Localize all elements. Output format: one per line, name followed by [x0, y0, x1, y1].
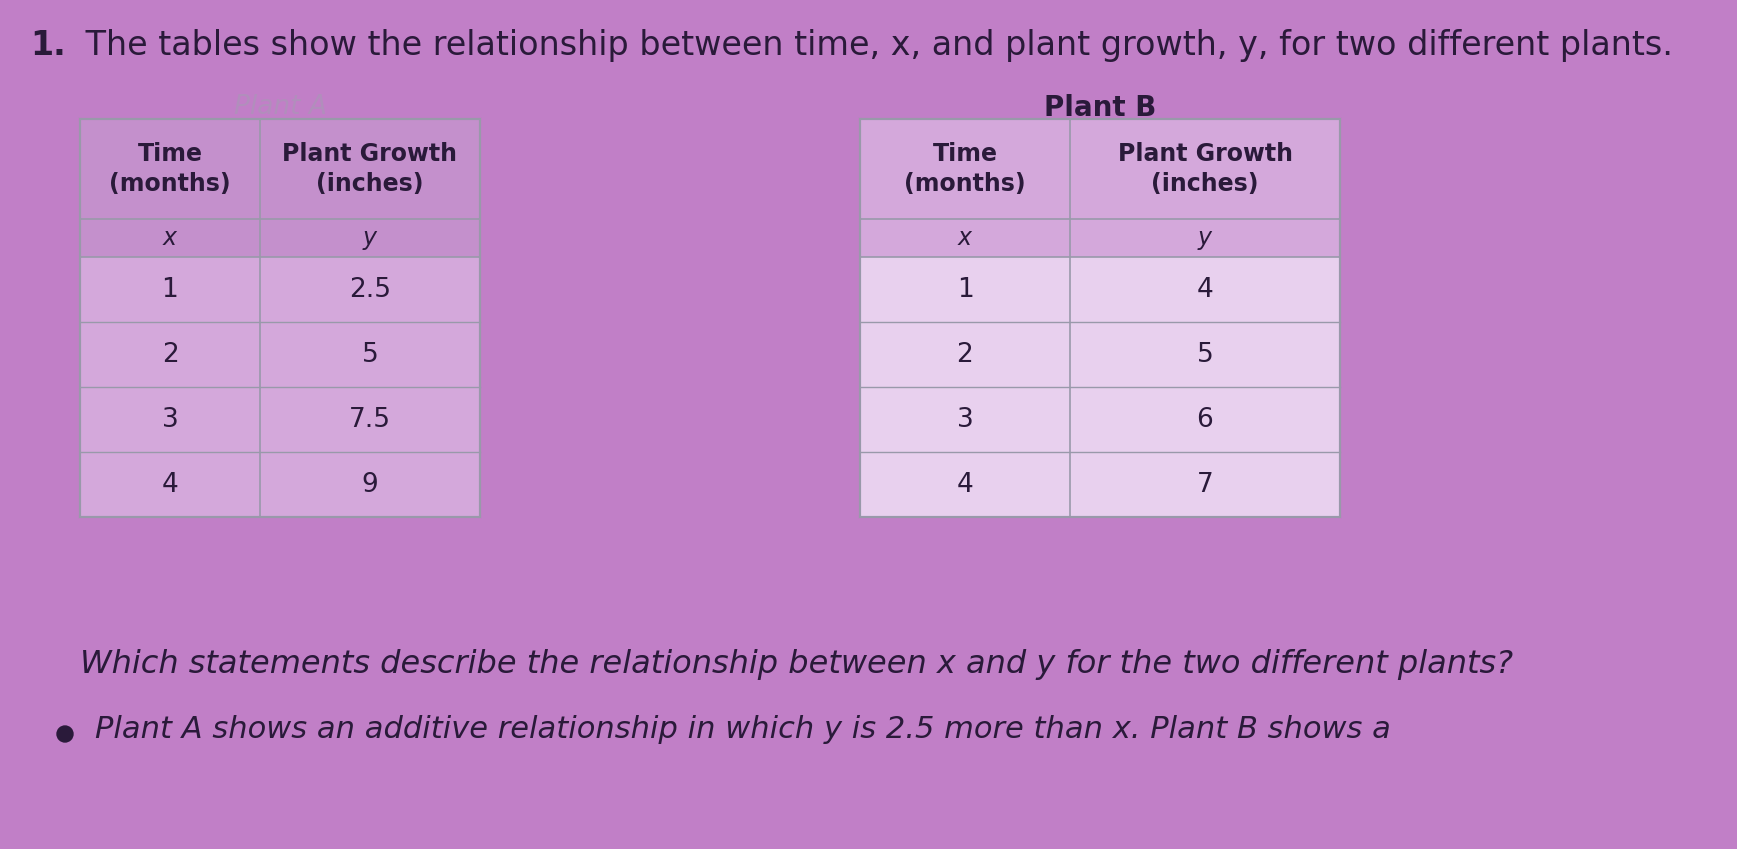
Text: 4: 4 [162, 471, 179, 498]
Bar [80, 219, 479, 257]
Text: The tables show the relationship between time, x, and plant growth, y, for two d: The tables show the relationship between… [75, 29, 1673, 62]
Text: 4: 4 [957, 471, 973, 498]
Text: 4: 4 [1197, 277, 1214, 302]
Bar [860, 322, 1339, 387]
Text: 1.: 1. [30, 29, 66, 62]
Bar [860, 219, 1339, 257]
Text: y: y [1199, 226, 1212, 250]
Text: 1: 1 [162, 277, 179, 302]
Bar [860, 119, 1339, 517]
Bar [80, 387, 479, 452]
Text: Plant Growth
(inches): Plant Growth (inches) [283, 142, 457, 196]
Text: Plant Growth
(inches): Plant Growth (inches) [1117, 142, 1292, 196]
Text: 2: 2 [162, 341, 179, 368]
Text: x: x [163, 226, 177, 250]
Text: 5: 5 [361, 341, 379, 368]
Text: Plant A shows an additive relationship in which y is 2.5 more than x. Plant B sh: Plant A shows an additive relationship i… [96, 715, 1391, 744]
Bar [80, 257, 479, 322]
Text: 6: 6 [1197, 407, 1214, 432]
Bar [860, 119, 1339, 219]
Text: 2.5: 2.5 [349, 277, 391, 302]
Bar [860, 387, 1339, 452]
Bar [80, 322, 479, 387]
Text: y: y [363, 226, 377, 250]
Text: x: x [959, 226, 973, 250]
Text: 7.5: 7.5 [349, 407, 391, 432]
Text: Which statements describe the relationship between x and y for the two different: Which statements describe the relationsh… [80, 649, 1513, 680]
Text: 3: 3 [162, 407, 179, 432]
Text: 5: 5 [1197, 341, 1214, 368]
Bar [80, 119, 479, 517]
Bar [860, 452, 1339, 517]
Text: 1: 1 [957, 277, 973, 302]
Bar [80, 119, 479, 219]
Text: Time
(months): Time (months) [109, 142, 231, 196]
Text: Time
(months): Time (months) [905, 142, 1027, 196]
Text: 3: 3 [957, 407, 973, 432]
Text: Plant B: Plant B [1044, 94, 1157, 122]
Text: 9: 9 [361, 471, 379, 498]
Circle shape [57, 726, 73, 742]
Text: Plant A: Plant A [233, 94, 327, 120]
Text: 7: 7 [1197, 471, 1214, 498]
Bar [80, 452, 479, 517]
Bar [860, 257, 1339, 322]
Text: 2: 2 [957, 341, 973, 368]
